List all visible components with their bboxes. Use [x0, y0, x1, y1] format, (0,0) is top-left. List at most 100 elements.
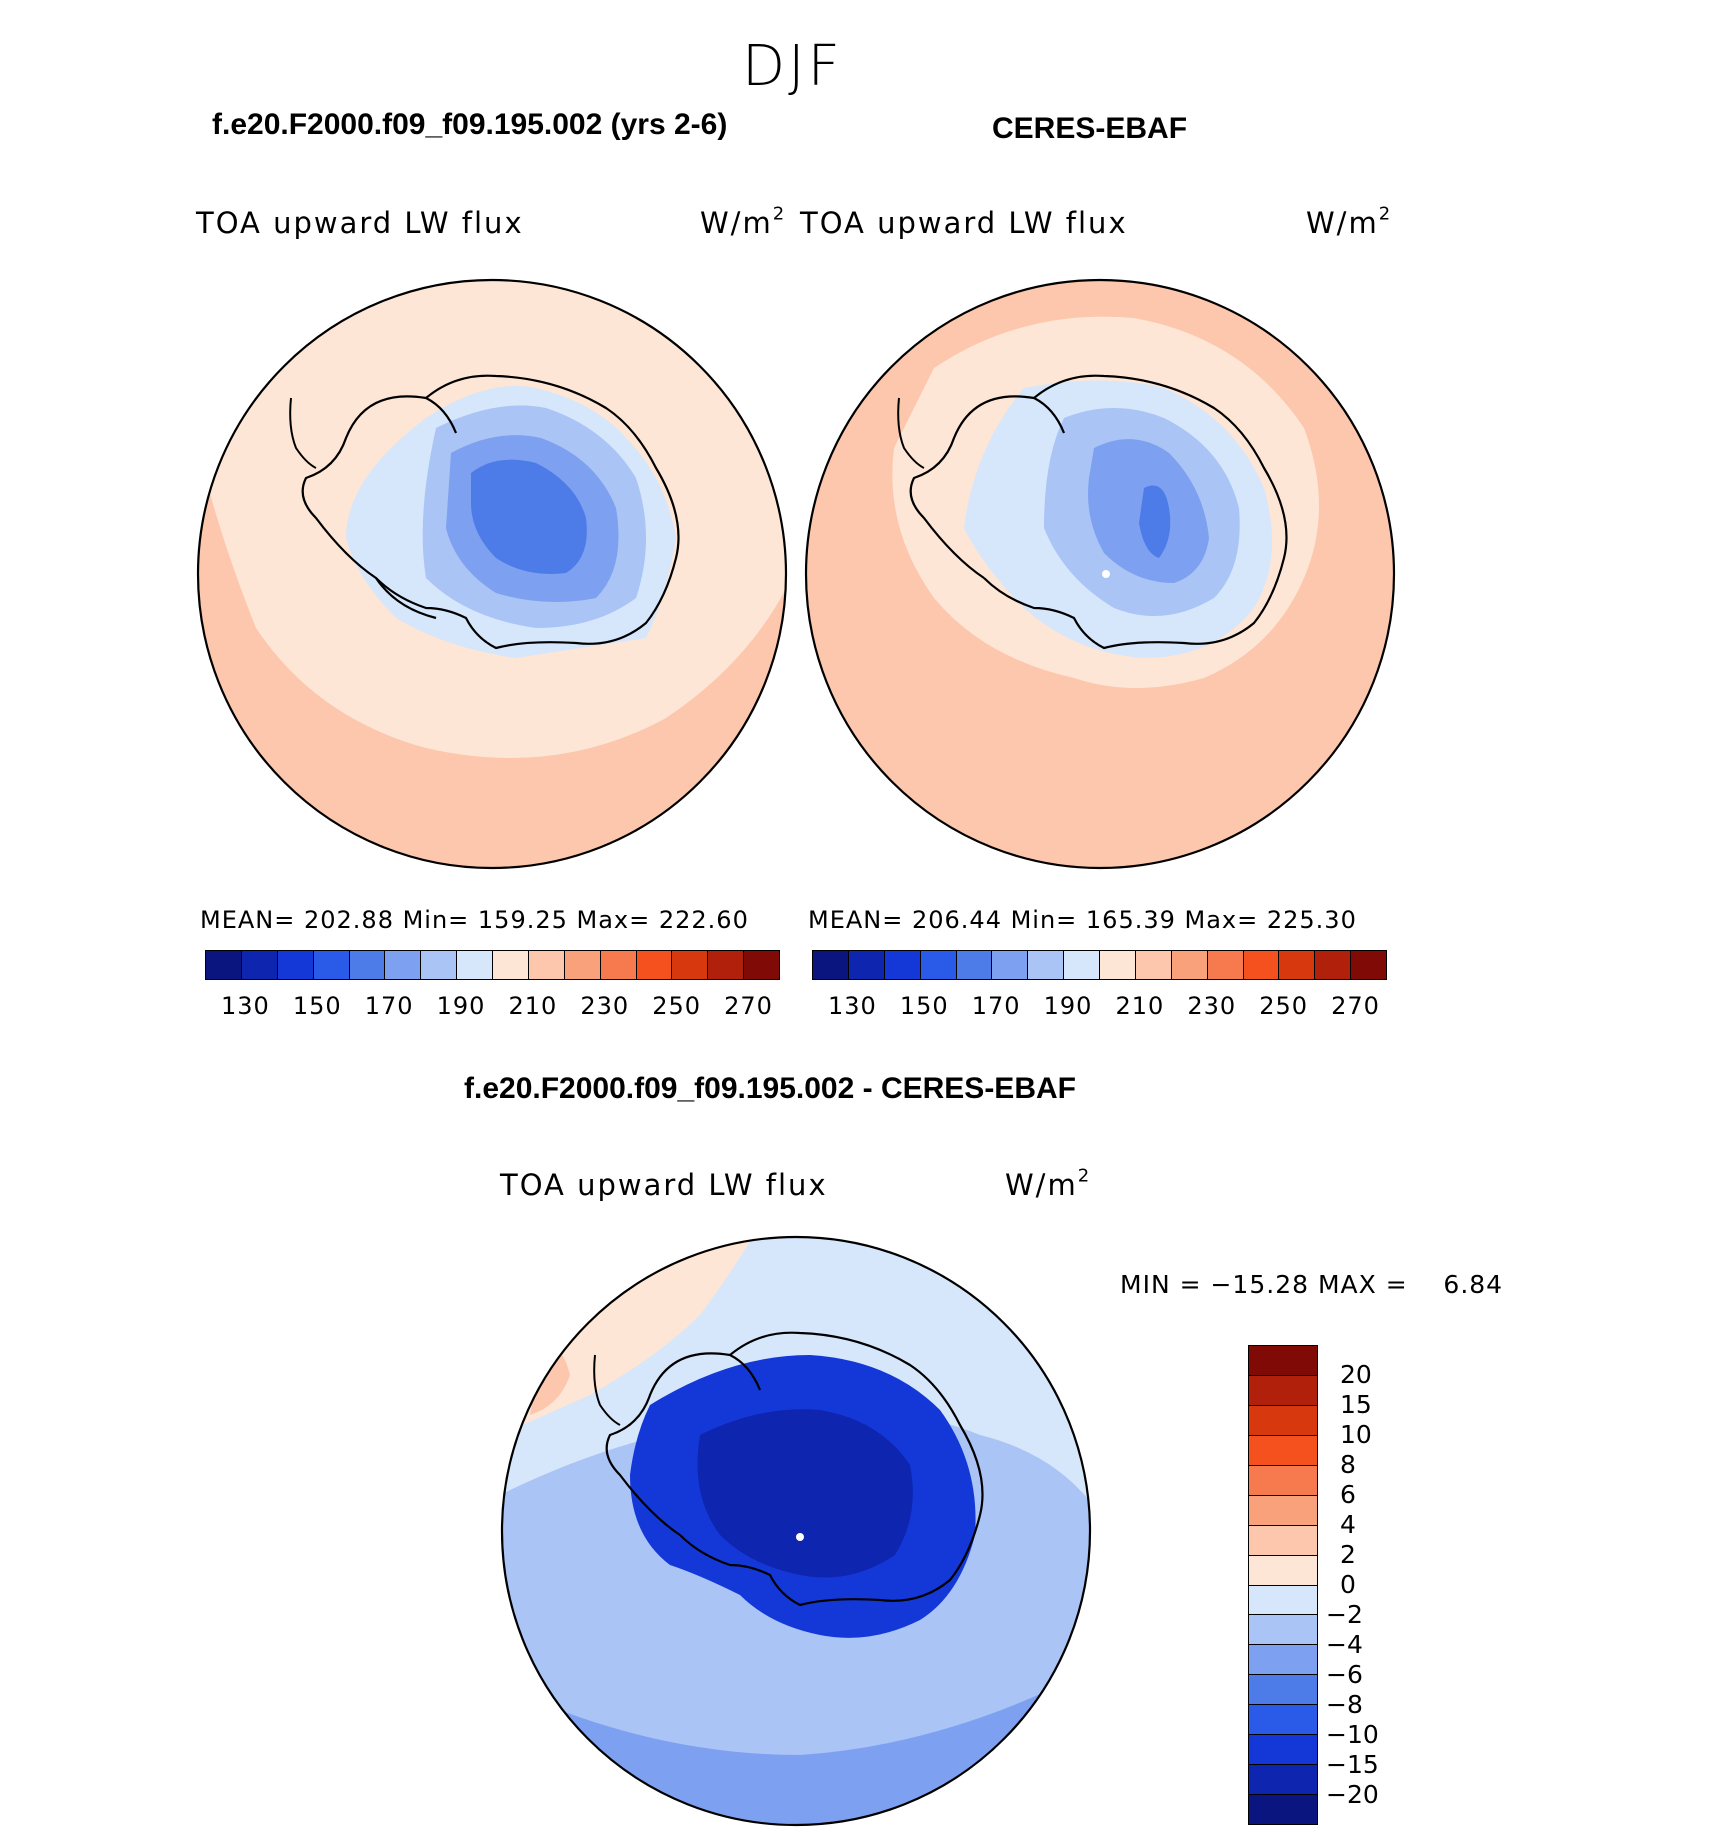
colorbar-swatch — [672, 951, 709, 979]
diff-variable-label: TOA upward LW flux — [500, 1168, 828, 1202]
colorbar-tick-label: −6 — [1326, 1660, 1363, 1689]
colorbar-tick-label: 270 — [1331, 992, 1380, 1020]
left-units-label: W/m2 — [700, 203, 787, 240]
colorbar-tick-label: 170 — [971, 992, 1021, 1020]
colorbar-swatch — [1249, 1465, 1317, 1496]
colorbar-swatch — [848, 951, 885, 979]
colorbar-swatch — [1135, 951, 1172, 979]
colorbar-tick-label: 190 — [1043, 992, 1093, 1020]
figure-title: DJF — [742, 34, 843, 99]
colorbar-swatch — [385, 951, 422, 979]
left-colorbar — [205, 950, 780, 980]
colorbar-tick-label: −4 — [1326, 1630, 1363, 1659]
right-units-label: W/m2 — [1306, 203, 1393, 240]
colorbar-swatch — [457, 951, 493, 979]
colorbar-swatch — [1249, 1645, 1317, 1676]
colorbar-tick-label: 20 — [1340, 1360, 1372, 1389]
colorbar-tick-label: 270 — [724, 992, 773, 1020]
colorbar-tick-label: 130 — [827, 992, 877, 1020]
colorbar-swatch — [421, 951, 458, 979]
colorbar-swatch — [1028, 951, 1065, 979]
colorbar-swatch — [956, 951, 993, 979]
colorbar-swatch — [1249, 1615, 1317, 1646]
colorbar-tick-label: 130 — [220, 992, 270, 1020]
colorbar-tick-label: 230 — [580, 992, 630, 1020]
colorbar-swatch — [493, 951, 529, 979]
colorbar-swatch — [1243, 951, 1280, 979]
colorbar-swatch — [1249, 1585, 1317, 1616]
colorbar-swatch — [884, 951, 921, 979]
colorbar-swatch — [1249, 1375, 1317, 1406]
diff-units-label: W/m2 — [1005, 1165, 1092, 1202]
colorbar-swatch — [1351, 951, 1386, 979]
right-variable-label: TOA upward LW flux — [800, 206, 1128, 240]
left-case-title: f.e20.F2000.f09_f09.195.002 (yrs 2-6) — [212, 108, 728, 141]
colorbar-swatch — [1100, 951, 1136, 979]
left-colorbar-ticks: 130 150 170 190 210 230 250 270 — [205, 992, 780, 1024]
diff-polar-map — [500, 1235, 1092, 1827]
colorbar-swatch — [1249, 1675, 1317, 1706]
colorbar-swatch — [313, 951, 350, 979]
colorbar-swatch — [277, 951, 314, 979]
colorbar-tick-label: 150 — [899, 992, 949, 1020]
left-polar-map — [196, 278, 788, 870]
right-polar-map — [804, 278, 1396, 870]
colorbar-tick-label: 0 — [1340, 1570, 1356, 1599]
colorbar-swatch — [1249, 1346, 1317, 1376]
colorbar-tick-label: 15 — [1340, 1390, 1372, 1419]
left-stats: MEAN= 202.88 Min= 159.25 Max= 222.60 — [200, 906, 749, 934]
colorbar-swatch — [1315, 951, 1352, 979]
colorbar-tick-label: 250 — [1259, 992, 1308, 1020]
colorbar-swatch — [992, 951, 1029, 979]
colorbar-tick-label: 190 — [436, 992, 486, 1020]
colorbar-tick-label: 210 — [1115, 992, 1165, 1020]
diff-case-title: f.e20.F2000.f09_f09.195.002 - CERES-EBAF — [464, 1072, 1076, 1105]
colorbar-tick-label: 150 — [292, 992, 342, 1020]
colorbar-tick-label: 8 — [1340, 1450, 1356, 1479]
colorbar-tick-label: −15 — [1326, 1750, 1379, 1779]
colorbar-swatch — [528, 951, 565, 979]
colorbar-swatch — [708, 951, 745, 979]
right-case-title: CERES-EBAF — [992, 112, 1188, 145]
colorbar-swatch — [1279, 951, 1316, 979]
colorbar-swatch — [1249, 1555, 1317, 1586]
colorbar-swatch — [1207, 951, 1244, 979]
colorbar-tick-label: 10 — [1340, 1420, 1372, 1449]
colorbar-swatch — [920, 951, 957, 979]
colorbar-swatch — [1249, 1405, 1317, 1436]
colorbar-tick-label: 210 — [508, 992, 558, 1020]
colorbar-swatch — [241, 951, 278, 979]
diff-colorbar-ticks: 20 15 10 8 6 4 2 0 −2 −4 −6 −8 −10 −15 −20 — [1326, 1345, 1446, 1825]
colorbar-swatch — [1249, 1435, 1317, 1466]
colorbar-tick-label: −8 — [1326, 1690, 1363, 1719]
colorbar-swatch — [1249, 1795, 1317, 1824]
colorbar-tick-label: 250 — [652, 992, 701, 1020]
colorbar-tick-label: 4 — [1340, 1510, 1356, 1539]
colorbar-swatch — [349, 951, 386, 979]
colorbar-swatch — [1171, 951, 1208, 979]
colorbar-tick-label: −10 — [1326, 1720, 1379, 1749]
colorbar-tick-label: −2 — [1326, 1600, 1363, 1629]
colorbar-tick-label: 170 — [364, 992, 414, 1020]
colorbar-swatch — [206, 951, 242, 979]
colorbar-swatch — [600, 951, 637, 979]
left-variable-label: TOA upward LW flux — [196, 206, 524, 240]
colorbar-swatch — [1249, 1765, 1317, 1796]
colorbar-tick-label: −20 — [1326, 1780, 1379, 1809]
colorbar-tick-label: 2 — [1340, 1540, 1356, 1569]
colorbar-tick-label: 6 — [1340, 1480, 1356, 1509]
right-colorbar-ticks: 130 150 170 190 210 230 250 270 — [812, 992, 1387, 1024]
colorbar-swatch — [1249, 1735, 1317, 1766]
right-colorbar — [812, 950, 1387, 980]
colorbar-swatch — [564, 951, 601, 979]
colorbar-swatch — [1249, 1705, 1317, 1736]
diff-min-max: MIN = −15.28 MAX = 6.84 — [1120, 1270, 1504, 1299]
colorbar-swatch — [1064, 951, 1100, 979]
colorbar-swatch — [744, 951, 779, 979]
colorbar-swatch — [1249, 1495, 1317, 1526]
colorbar-swatch — [813, 951, 849, 979]
colorbar-swatch — [636, 951, 673, 979]
colorbar-swatch — [1249, 1525, 1317, 1556]
colorbar-tick-label: 230 — [1187, 992, 1237, 1020]
right-stats: MEAN= 206.44 Min= 165.39 Max= 225.30 — [808, 906, 1357, 934]
